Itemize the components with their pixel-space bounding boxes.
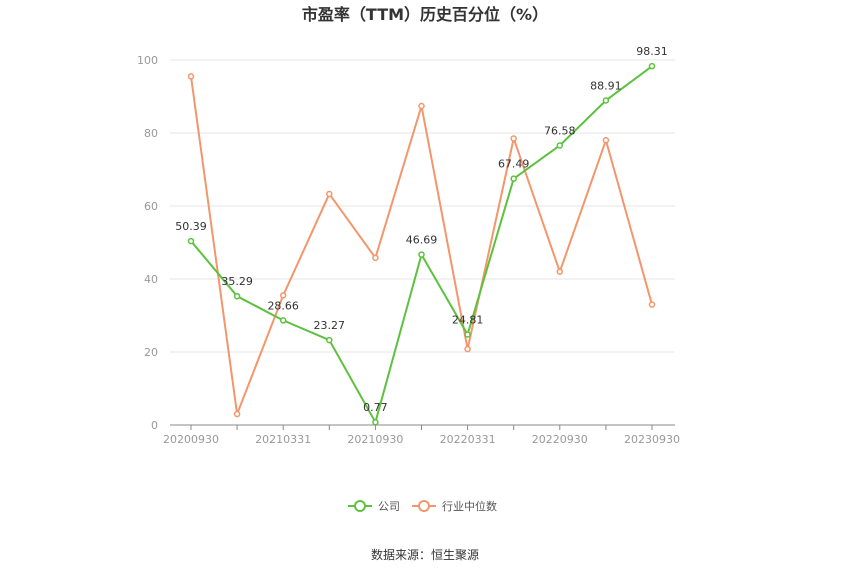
data-point (279, 317, 287, 324)
y-tick-label: 40 (144, 273, 158, 286)
data-point (602, 97, 610, 104)
data-point (556, 142, 564, 149)
series-layer (187, 62, 656, 426)
data-point (602, 137, 610, 144)
data-point (418, 102, 425, 110)
y-axis-ticks: 0 20 40 60 80 100 (137, 54, 158, 432)
data-label: 0.77 (363, 401, 388, 414)
x-tick-label: 20220930 (532, 433, 588, 446)
y-tick-label: 20 (144, 346, 158, 359)
chart-title: 市盈率（TTM）历史百分位（%） (302, 5, 548, 24)
x-tick-label: 20220331 (440, 433, 496, 446)
data-label: 24.81 (452, 313, 484, 326)
legend-item-0[interactable]: 公司 (348, 500, 400, 513)
legend[interactable]: 公司 行业中位数 (348, 499, 497, 513)
x-tick-label: 20230930 (624, 433, 680, 446)
data-point (233, 292, 241, 300)
data-label: 35.29 (221, 275, 253, 288)
y-tick-label: 0 (151, 419, 158, 432)
x-tick-label: 20210930 (347, 433, 403, 446)
data-label: 67.49 (498, 158, 530, 171)
data-label: 46.69 (406, 234, 438, 247)
legend-label: 公司 (378, 500, 400, 513)
x-axis: 20200930 20210331 20210930 20220331 20220930… (163, 424, 680, 446)
y-tick-label: 80 (144, 127, 158, 140)
data-point (464, 331, 471, 338)
data-point (556, 268, 564, 275)
grid (170, 59, 675, 353)
data-point (187, 237, 195, 245)
y-tick-label: 100 (137, 54, 158, 67)
data-point (648, 62, 656, 70)
x-tick-label: 20210331 (255, 433, 311, 446)
data-label: 98.31 (636, 45, 668, 58)
data-label: 28.66 (267, 299, 299, 312)
data-point (326, 336, 333, 344)
data-label: 50.39 (175, 220, 207, 233)
data-labels: 50.39 35.29 28.66 23.27 0.77 46.69 24.81 67.49 7… (175, 45, 668, 414)
data-label: 88.91 (590, 79, 622, 92)
data-point (372, 418, 379, 426)
data-point (464, 345, 471, 353)
legend-marker (418, 500, 430, 512)
data-point (279, 292, 287, 299)
legend-item-1[interactable]: 行业中位数 (412, 499, 497, 513)
data-point (510, 175, 517, 182)
data-point (648, 301, 656, 308)
legend-label: 行业中位数 (442, 499, 497, 513)
legend-marker (354, 500, 366, 512)
data-point (187, 73, 195, 80)
data-point (510, 135, 517, 142)
data-point (372, 254, 379, 262)
data-label: 76.58 (544, 124, 576, 137)
data-point (326, 190, 333, 198)
data-label: 23.27 (314, 319, 346, 332)
data-point (233, 410, 241, 418)
source-note: 数据来源：恒生聚源 (371, 547, 479, 562)
x-tick-label: 20200930 (163, 433, 219, 446)
y-tick-label: 60 (144, 200, 158, 213)
data-point (418, 251, 425, 258)
